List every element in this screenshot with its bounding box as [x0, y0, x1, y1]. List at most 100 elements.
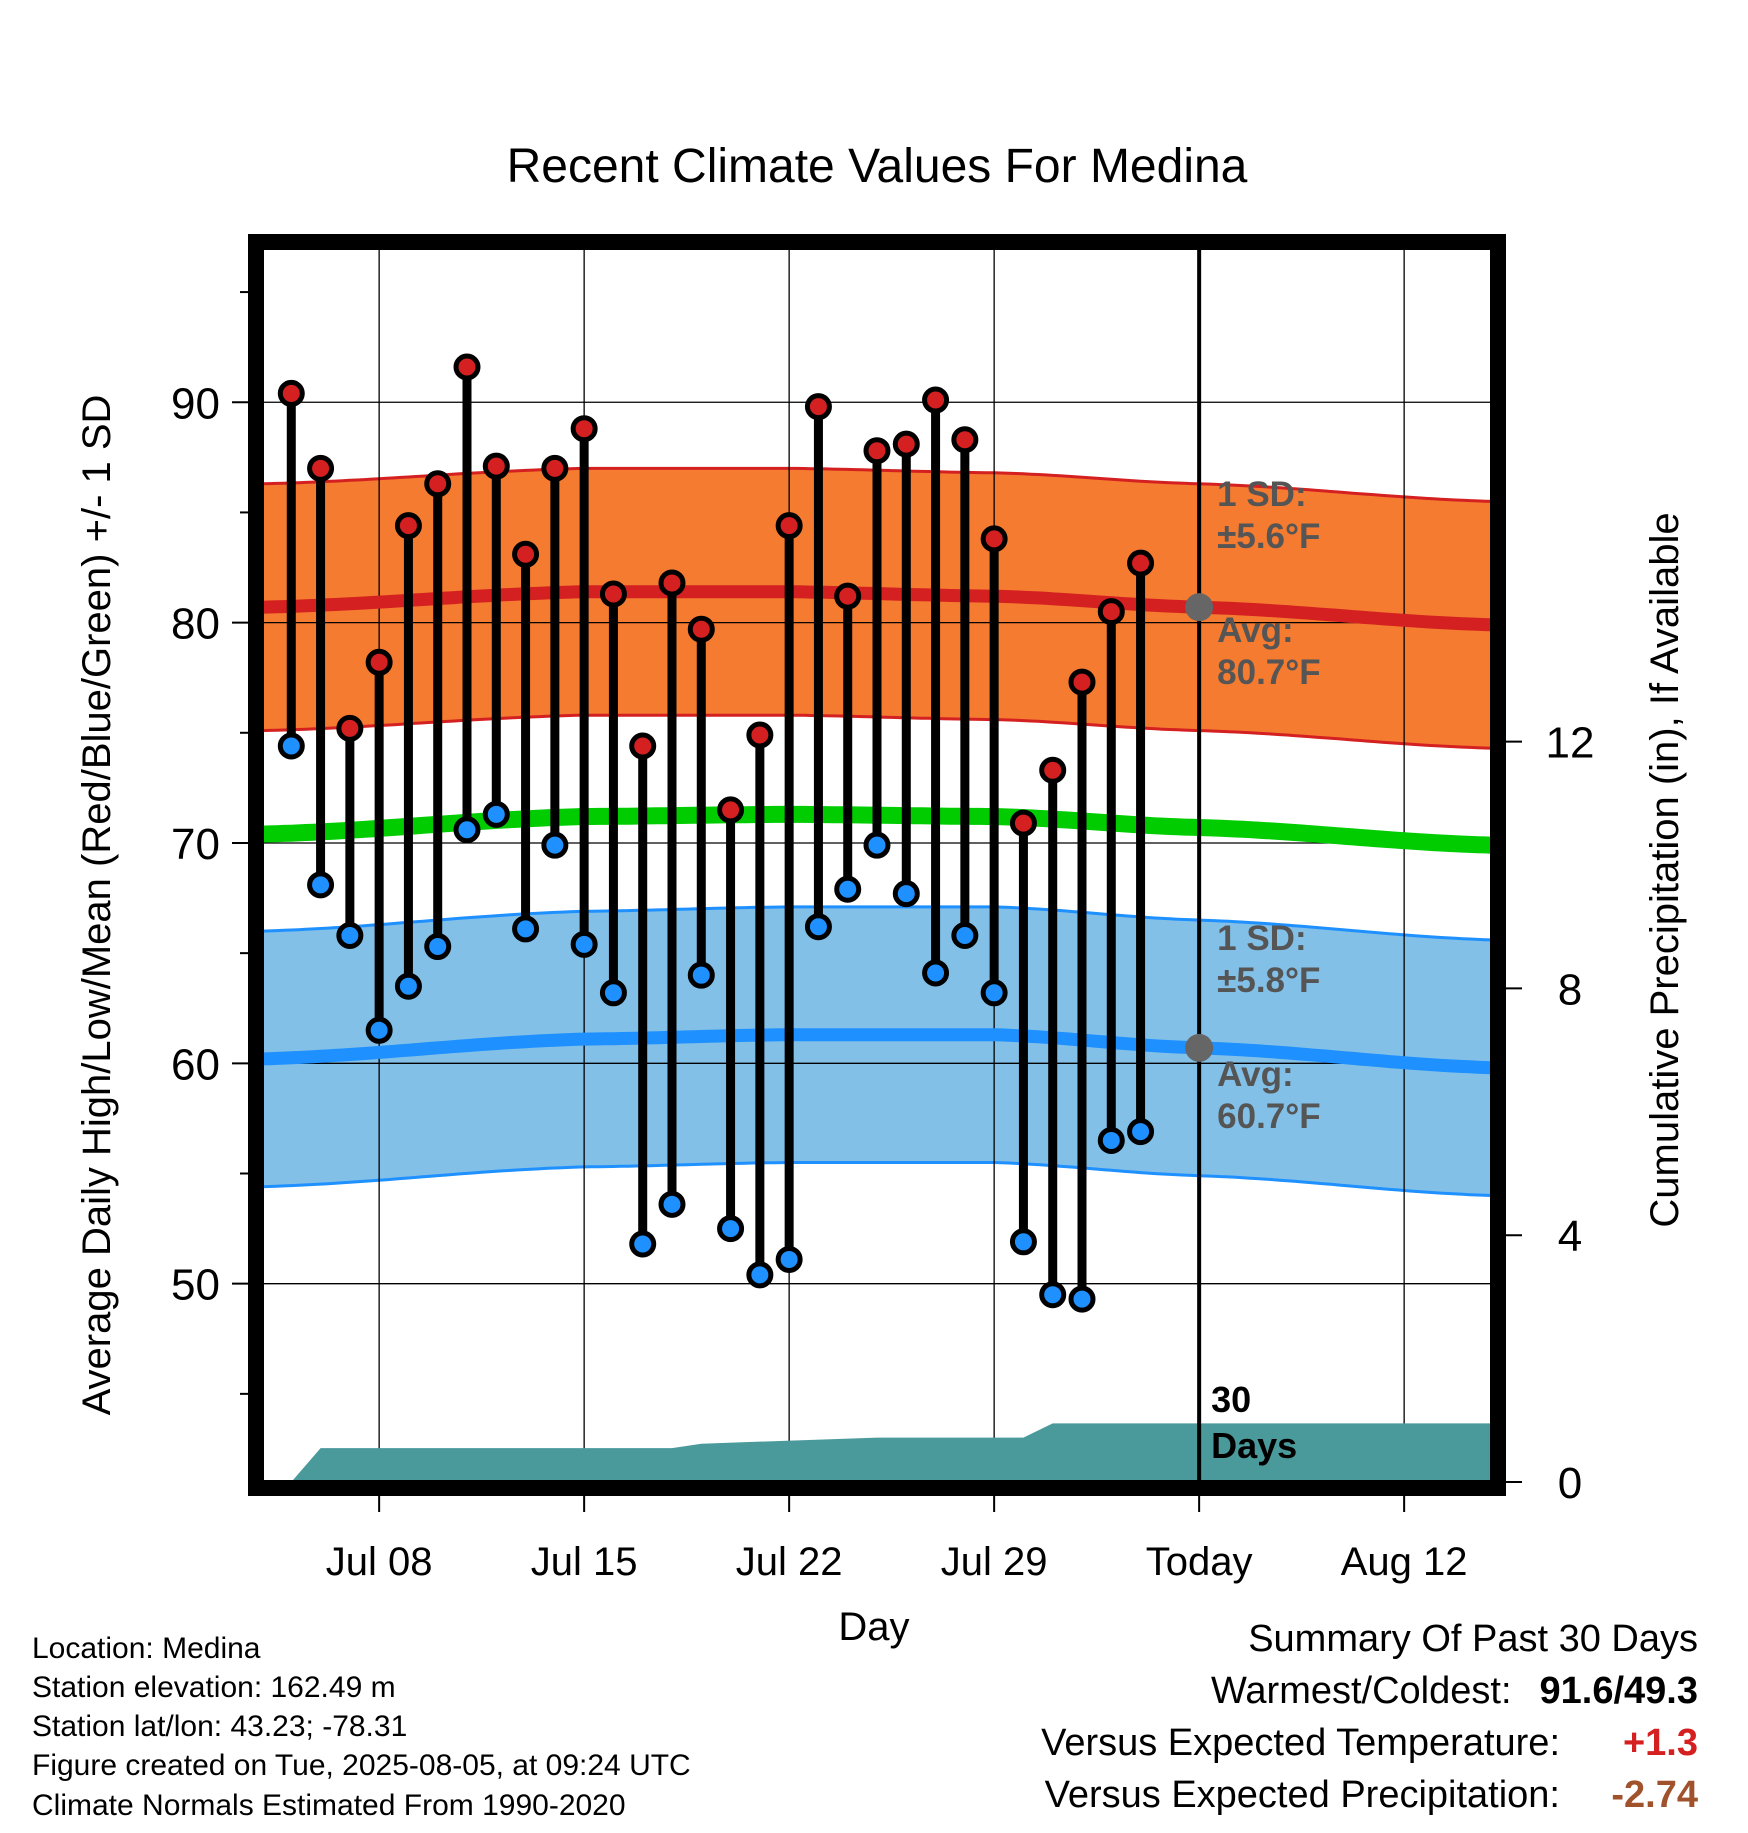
summary-temp: Versus Expected Temperature: +1.3	[1041, 1722, 1698, 1765]
chart-title: Recent Climate Values For Medina	[507, 140, 1248, 193]
footer-created: Figure created on Tue, 2025-08-05, at 09…	[32, 1749, 691, 1782]
daily-low-point	[599, 979, 627, 1007]
summary-precip: Versus Expected Precipitation: -2.74	[1045, 1774, 1698, 1817]
daily-low-point	[365, 1016, 393, 1044]
daily-high-point	[482, 452, 510, 480]
daily-low-point	[1068, 1285, 1096, 1313]
daily-low-point	[1127, 1118, 1155, 1146]
footer-elevation: Station elevation: 162.49 m	[32, 1671, 396, 1704]
low-sd-upper-line	[262, 905, 1492, 942]
summary-warm-cold-value: 91.6/49.3	[1539, 1670, 1698, 1712]
daily-high-point	[599, 580, 627, 608]
y2-tick-label: 12	[1546, 719, 1595, 768]
daily-low-point	[687, 961, 715, 989]
y-axis-title: Average Daily High/Low/Mean (Red/Blue/Gr…	[75, 395, 119, 1416]
grid	[262, 248, 1492, 1482]
x-tick-label: Jul 22	[736, 1540, 843, 1584]
summary-temp-label: Versus Expected Temperature:	[1041, 1722, 1560, 1764]
daily-low-point	[336, 922, 364, 950]
summary-precip-label: Versus Expected Precipitation:	[1044, 1774, 1560, 1816]
daily-low-point	[804, 913, 832, 941]
daily-low-point	[775, 1245, 803, 1273]
daily-low-point	[863, 831, 891, 859]
daily-low-point	[424, 933, 452, 961]
daily-high-point	[336, 714, 364, 742]
low-sd-lower-line	[262, 1161, 1492, 1197]
high-sd-annotation: 1 SD: ±5.6°F	[1217, 475, 1320, 556]
y-tick-label: 90	[171, 379, 220, 428]
footer-latlon: Station lat/lon: 43.23; -78.31	[32, 1710, 408, 1743]
x-tick-label: Aug 12	[1341, 1540, 1468, 1584]
daily-low-point	[307, 871, 335, 899]
daily-high-point	[424, 470, 452, 498]
y2-tick-label: 4	[1558, 1212, 1582, 1261]
daily-low-point	[453, 816, 481, 844]
daily-high-point	[834, 582, 862, 610]
x-tick-label: Today	[1146, 1540, 1253, 1584]
summary-warm-cold-label: Warmest/Coldest:	[1210, 1670, 1512, 1712]
y2-axis-title: Cumulative Precipitation (in), If Availa…	[1643, 512, 1687, 1227]
summary-warm-cold: Warmest/Coldest: 91.6/49.3	[1211, 1670, 1698, 1713]
daily-high-point	[541, 454, 569, 482]
daily-high-point	[775, 512, 803, 540]
daily-low-point	[717, 1215, 745, 1243]
daily-high-point	[1097, 598, 1125, 626]
daily-markers	[277, 353, 1155, 1313]
daily-low-point	[1097, 1126, 1125, 1154]
low-sd-band	[262, 906, 1492, 1196]
daily-high-point	[453, 353, 481, 381]
summary-title: Summary Of Past 30 Days	[1248, 1618, 1698, 1660]
summary-temp-value: +1.3	[1622, 1722, 1698, 1764]
y-tick-label: 80	[171, 600, 220, 649]
daily-low-point	[570, 930, 598, 958]
daily-low-point	[541, 831, 569, 859]
daily-low-point	[892, 880, 920, 908]
daily-high-point	[951, 426, 979, 454]
y-tick-label: 50	[171, 1261, 220, 1310]
daily-high-point	[512, 540, 540, 568]
x-tick-label: Jul 15	[531, 1540, 638, 1584]
daily-high-point	[570, 415, 598, 443]
daily-low-point	[951, 922, 979, 950]
today-low-avg-dot	[1185, 1033, 1214, 1062]
today-high-avg-dot	[1185, 593, 1214, 622]
daily-high-point	[1127, 549, 1155, 577]
low-sd-annotation: 1 SD: ±5.8°F	[1217, 919, 1320, 1000]
low-avg-line	[262, 1028, 1492, 1075]
daily-low-point	[980, 979, 1008, 1007]
daily-low-point	[482, 800, 510, 828]
high-avg-annotation: Avg: 80.7°F	[1217, 611, 1321, 692]
daily-high-point	[1039, 756, 1067, 784]
daily-high-point	[307, 454, 335, 482]
daily-high-point	[629, 732, 657, 760]
daily-high-point	[1009, 809, 1037, 837]
daily-high-point	[863, 437, 891, 465]
daily-high-point	[687, 615, 715, 643]
y-tick-label: 60	[171, 1040, 220, 1089]
footer-location: Location: Medina	[32, 1632, 261, 1665]
x-tick-label: Jul 08	[326, 1540, 433, 1584]
daily-low-point	[512, 915, 540, 943]
y2-tick-label: 0	[1558, 1459, 1582, 1508]
daily-high-point	[922, 386, 950, 414]
daily-high-point	[394, 512, 422, 540]
low-avg-annotation: Avg: 60.7°F	[1217, 1055, 1321, 1136]
daily-high-point	[277, 379, 305, 407]
x-tick-label: Jul 29	[941, 1540, 1048, 1584]
plot-frame	[248, 234, 1506, 1496]
daily-low-point	[394, 972, 422, 1000]
precip-area	[291, 1423, 1492, 1482]
daily-low-point	[629, 1230, 657, 1258]
daily-low-point	[746, 1261, 774, 1289]
daily-high-point	[980, 525, 1008, 553]
daily-high-point	[365, 648, 393, 676]
y-tick-label: 70	[171, 820, 220, 869]
daily-high-point	[1068, 668, 1096, 696]
daily-low-point	[922, 959, 950, 987]
footer-normals: Climate Normals Estimated From 1990-2020	[32, 1789, 626, 1822]
y2-tick-label: 8	[1558, 965, 1582, 1014]
daily-high-point	[746, 721, 774, 749]
window-label: 30 Days	[1211, 1379, 1297, 1466]
